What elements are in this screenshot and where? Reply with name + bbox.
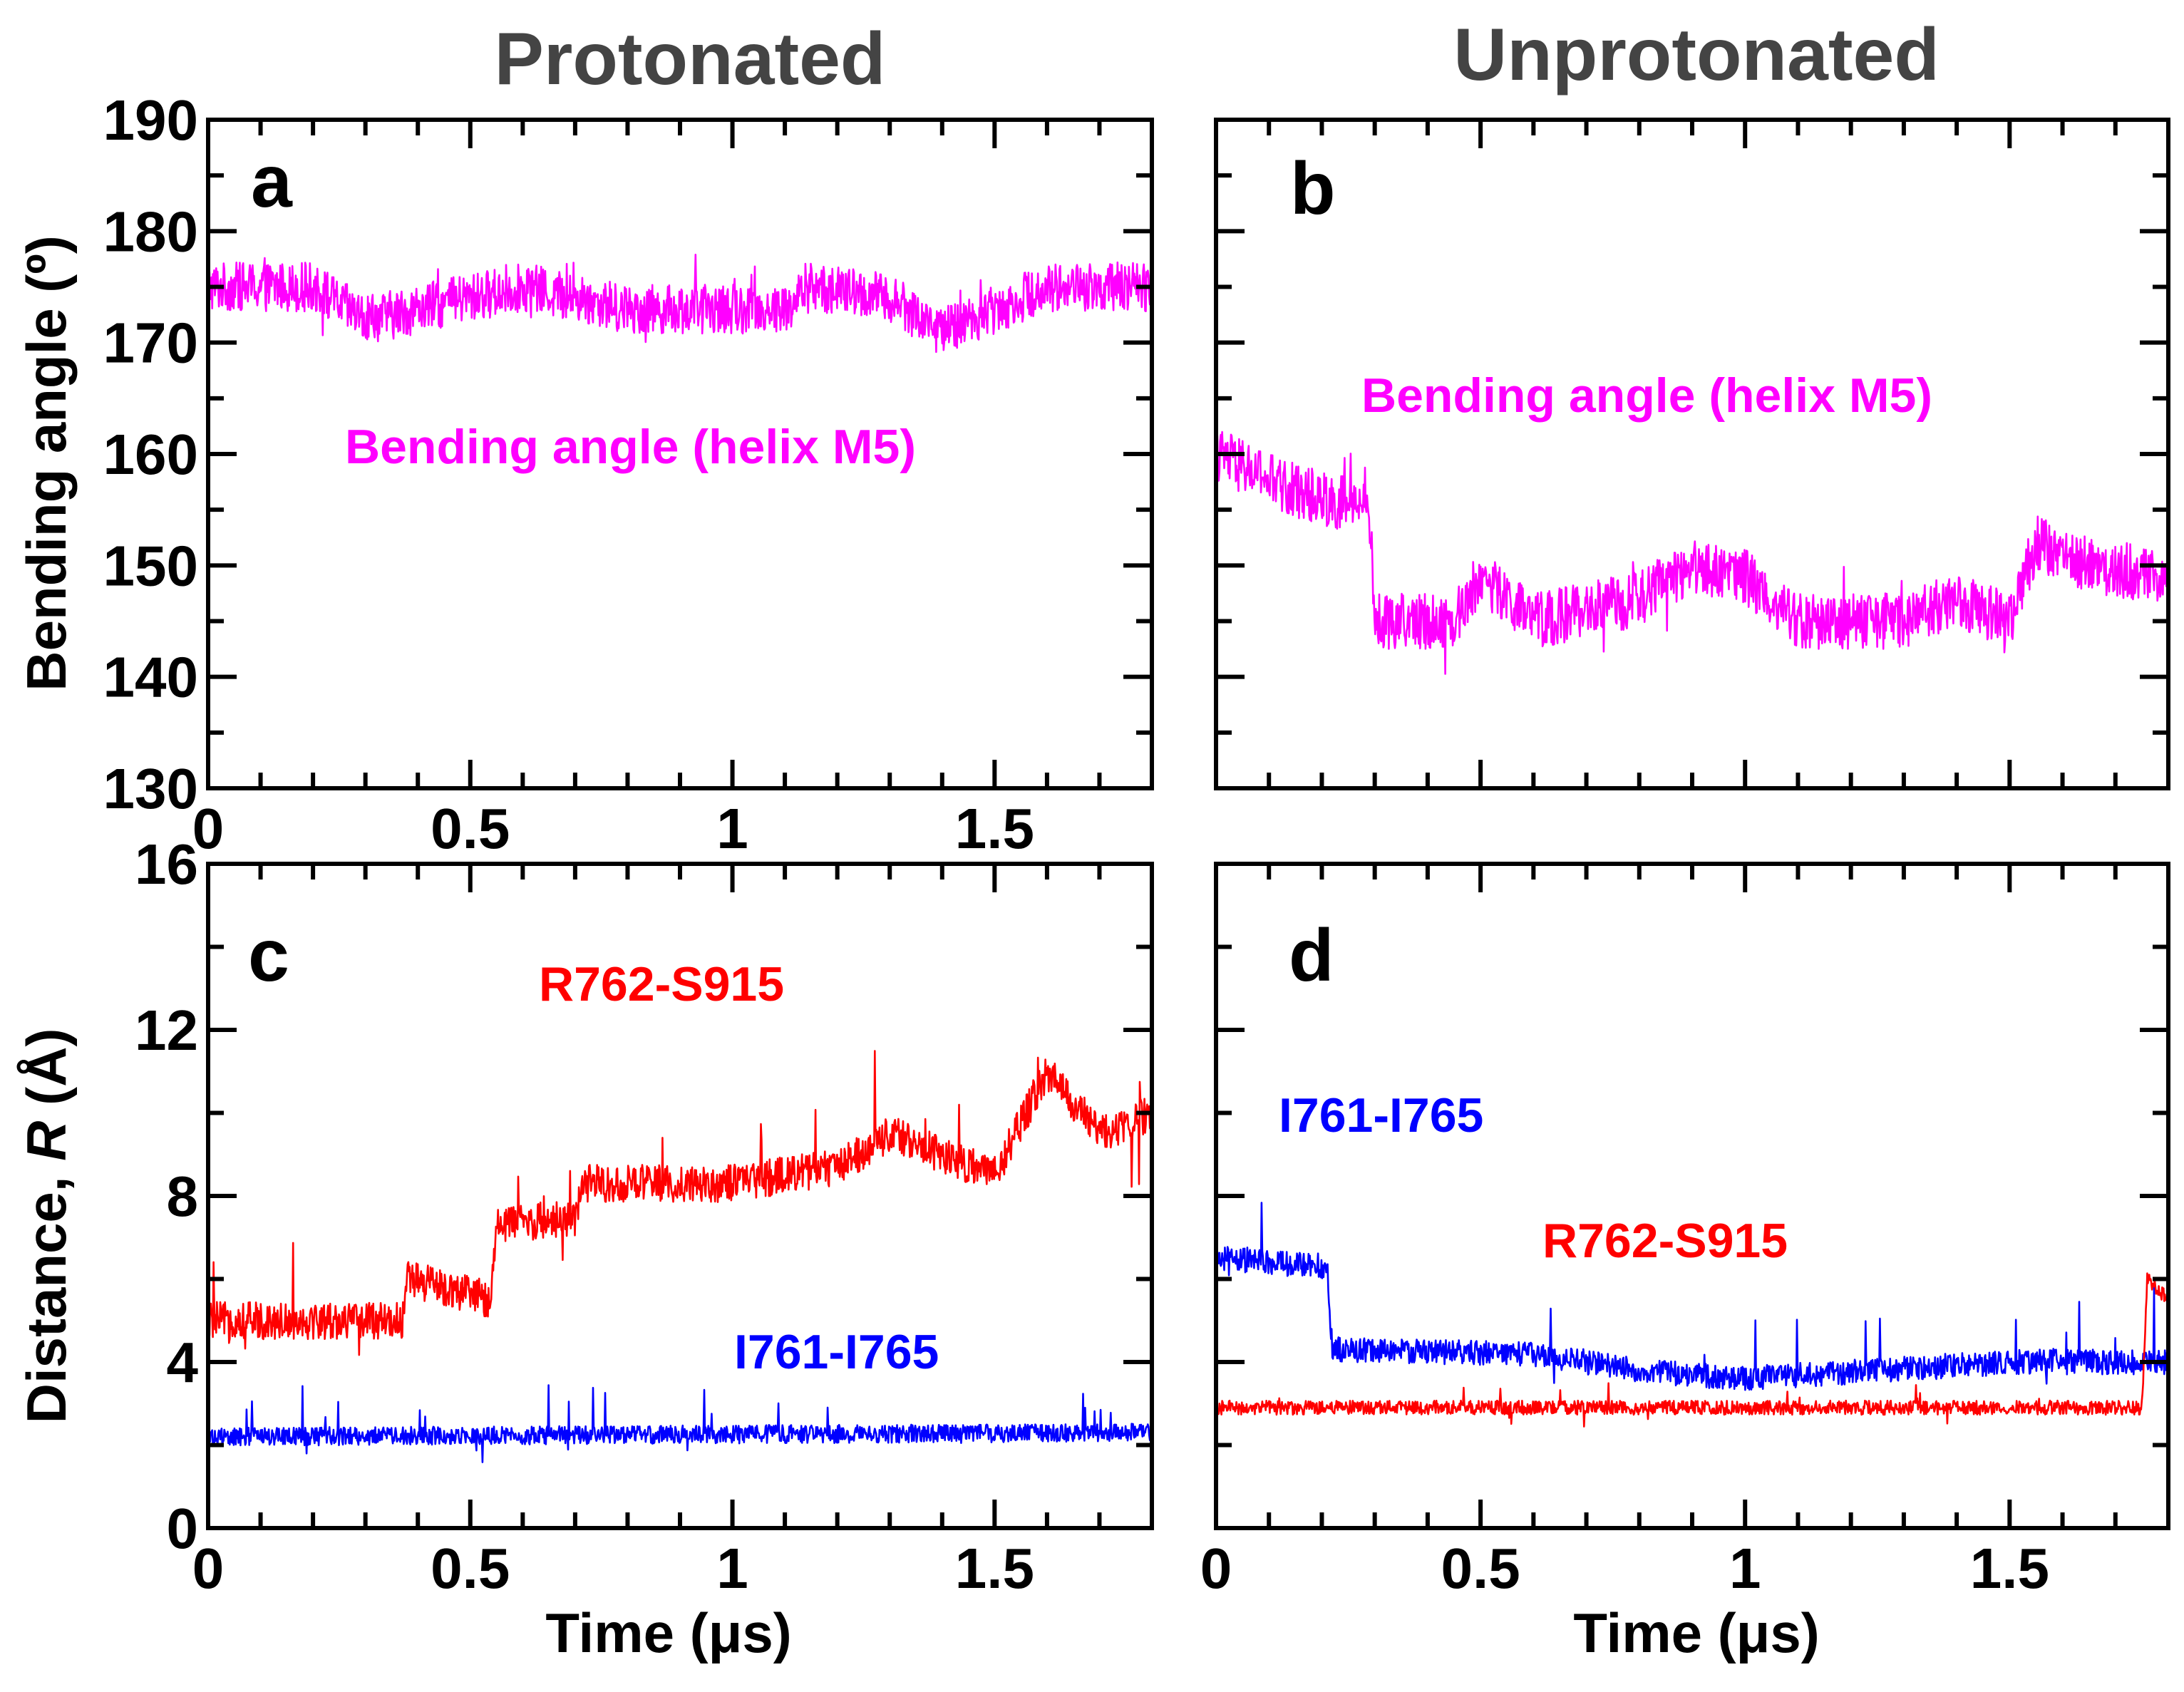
panel-b-annotation-bending-angle: Bending angle (helix M5)	[1361, 368, 1932, 423]
x-tick-label: 1.5	[1970, 1537, 2049, 1600]
series-line-r762-s915	[208, 1050, 1152, 1356]
panel-b-letter: b	[1290, 148, 1336, 230]
y-tick-label: 160	[103, 423, 198, 486]
panel-d-annotation-r762-s915: R762-S915	[1542, 1214, 1788, 1268]
panel-b-frame	[1214, 118, 2170, 790]
panel-d-annotation-i761-i765: I761-I765	[1279, 1088, 1483, 1142]
panel-a-annotation-bending-angle: Bending angle (helix M5)	[345, 420, 916, 474]
x-tick-label: 0	[192, 1537, 225, 1600]
panel-d-traces	[1216, 1202, 2168, 1428]
panel-a-tick-labels: 0 0.5 1 1.5 130 140 150 160 170 180 190	[103, 88, 1034, 860]
panel-c-letter: c	[248, 914, 289, 997]
panel-c-frame	[206, 862, 1154, 1530]
panel-d-ticks	[1214, 862, 2170, 1530]
y-tick-label: 12	[135, 999, 198, 1062]
y-axis-label-bending-angle: Bending angle (º)	[15, 235, 78, 691]
panel-a-traces	[208, 253, 1152, 354]
column-title-protonated: Protonated	[495, 18, 886, 100]
panel-b-traces	[1216, 428, 2168, 675]
x-tick-label: 0.5	[431, 1537, 510, 1600]
panel-c-traces	[208, 1050, 1152, 1463]
y-tick-label: 0	[167, 1497, 199, 1560]
y-tick-label: 8	[167, 1165, 199, 1228]
y-tick-label: 150	[103, 534, 198, 597]
series-line-i761-i765	[1216, 1202, 2168, 1391]
y-tick-label: 130	[103, 757, 198, 820]
x-tick-label: 1	[716, 797, 748, 860]
x-tick-label: 0.5	[431, 797, 510, 860]
column-title-unprotonated: Unprotonated	[1453, 14, 1940, 96]
x-tick-label: 1	[1729, 1537, 1761, 1600]
panel-a-frame	[206, 118, 1154, 790]
x-tick-label: 1.5	[955, 797, 1034, 860]
panel-b: b Bending angle (helix M5)	[1214, 118, 2170, 790]
x-axis-label-right: Time (μs)	[1573, 1601, 1819, 1664]
panel-d: 0 0.5 1 1.5 d I761-I765 R762-S915	[1200, 862, 2170, 1600]
panel-c: 0 0.5 1 1.5 0 4 8 12 16 c R762-S915 I761-I765	[135, 832, 1154, 1600]
y-tick-label: 170	[103, 311, 198, 375]
series-line-bending-angle-helix-m5-	[208, 253, 1152, 354]
y-tick-label: 4	[167, 1331, 199, 1394]
y-tick-label: 190	[103, 88, 198, 152]
x-tick-label: 0	[1200, 1537, 1232, 1600]
panel-c-annotation-i761-i765: I761-I765	[734, 1325, 939, 1379]
panel-c-tick-labels: 0 0.5 1 1.5 0 4 8 12 16	[135, 832, 1034, 1600]
panel-b-ticks	[1214, 118, 2170, 790]
x-axis-label-left: Time (μs)	[545, 1601, 791, 1664]
y-axis-label-distance-prefix: Distance,	[15, 1161, 78, 1423]
x-tick-label: 0	[192, 797, 225, 860]
panel-a: 0 0.5 1 1.5 130 140 150 160 170 180 190 a Bending …	[103, 88, 1154, 860]
panel-a-letter: a	[251, 140, 293, 223]
y-axis-label-distance: Distance, R (Å)	[15, 1028, 78, 1424]
x-tick-label: 1	[716, 1537, 748, 1600]
x-tick-label: 0.5	[1441, 1537, 1520, 1600]
y-tick-label: 140	[103, 646, 198, 709]
y-axis-label-distance-var: R	[15, 1121, 78, 1161]
series-line-bending-angle-helix-m5-	[1216, 428, 2168, 675]
panel-d-frame	[1214, 862, 2170, 1530]
panel-d-tick-labels: 0 0.5 1 1.5	[1200, 1537, 2049, 1600]
y-tick-label: 180	[103, 200, 198, 263]
x-tick-label: 1.5	[955, 1537, 1034, 1600]
series-line-i761-i765	[208, 1384, 1152, 1463]
panel-d-letter: d	[1289, 914, 1334, 997]
panel-c-annotation-r762-s915: R762-S915	[539, 957, 784, 1011]
series-line-r762-s915	[1216, 1272, 2168, 1428]
y-axis-label-distance-suffix: (Å)	[15, 1028, 78, 1121]
y-tick-label: 16	[135, 832, 198, 896]
